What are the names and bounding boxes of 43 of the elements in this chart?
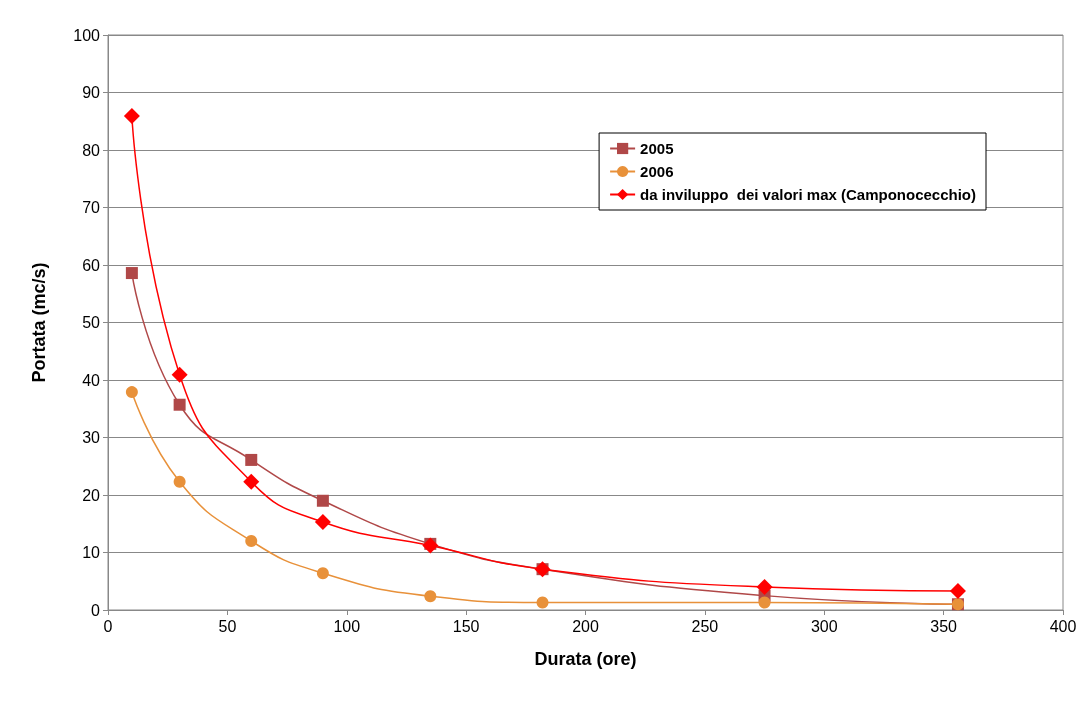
x-tick-label: 50 <box>218 617 237 635</box>
point <box>173 475 186 488</box>
legend-label: da inviluppo dei valori max (Camponocecchio) <box>640 186 977 203</box>
x-tick-label: 400 <box>1049 617 1077 635</box>
x-tick-label: 300 <box>810 617 838 635</box>
point <box>173 398 186 411</box>
x-tick-label: 100 <box>333 617 361 635</box>
point <box>316 494 329 507</box>
point <box>316 567 329 580</box>
y-axis-title: Portata (mc/s) <box>29 262 49 383</box>
y-tick-label: 20 <box>82 486 101 504</box>
point <box>424 590 437 603</box>
x-tick-label: 350 <box>930 617 958 635</box>
point <box>125 267 138 280</box>
x-tick-label: 150 <box>452 617 480 635</box>
x-tick-label: 200 <box>572 617 599 635</box>
y-tick-label: 60 <box>82 256 101 274</box>
y-tick-label: 40 <box>82 371 101 389</box>
y-tick-label: 90 <box>82 84 101 101</box>
legend-label: 2006 <box>640 163 674 180</box>
point <box>245 535 258 547</box>
y-tick-label: 30 <box>82 429 101 446</box>
point <box>243 473 260 490</box>
x-axis-title: Durata (ore) <box>534 649 637 669</box>
x-tick-label: 250 <box>691 617 719 635</box>
legend-label: 2005 <box>640 140 674 157</box>
point <box>125 386 138 399</box>
point <box>756 579 773 595</box>
y-tick-label: 0 <box>91 601 101 619</box>
x-tick-label: 0 <box>103 617 113 635</box>
point <box>422 537 439 554</box>
y-tick-label: 70 <box>82 199 101 216</box>
point <box>123 108 140 125</box>
y-tick-label: 80 <box>82 141 101 159</box>
y-tick-label: 100 <box>73 26 101 44</box>
y-tick-label: 10 <box>82 544 101 561</box>
point <box>314 514 331 531</box>
point <box>536 596 549 609</box>
point <box>245 453 258 466</box>
y-tick-label: 50 <box>82 314 101 331</box>
point <box>171 366 188 383</box>
point <box>949 583 966 600</box>
point <box>758 596 771 609</box>
